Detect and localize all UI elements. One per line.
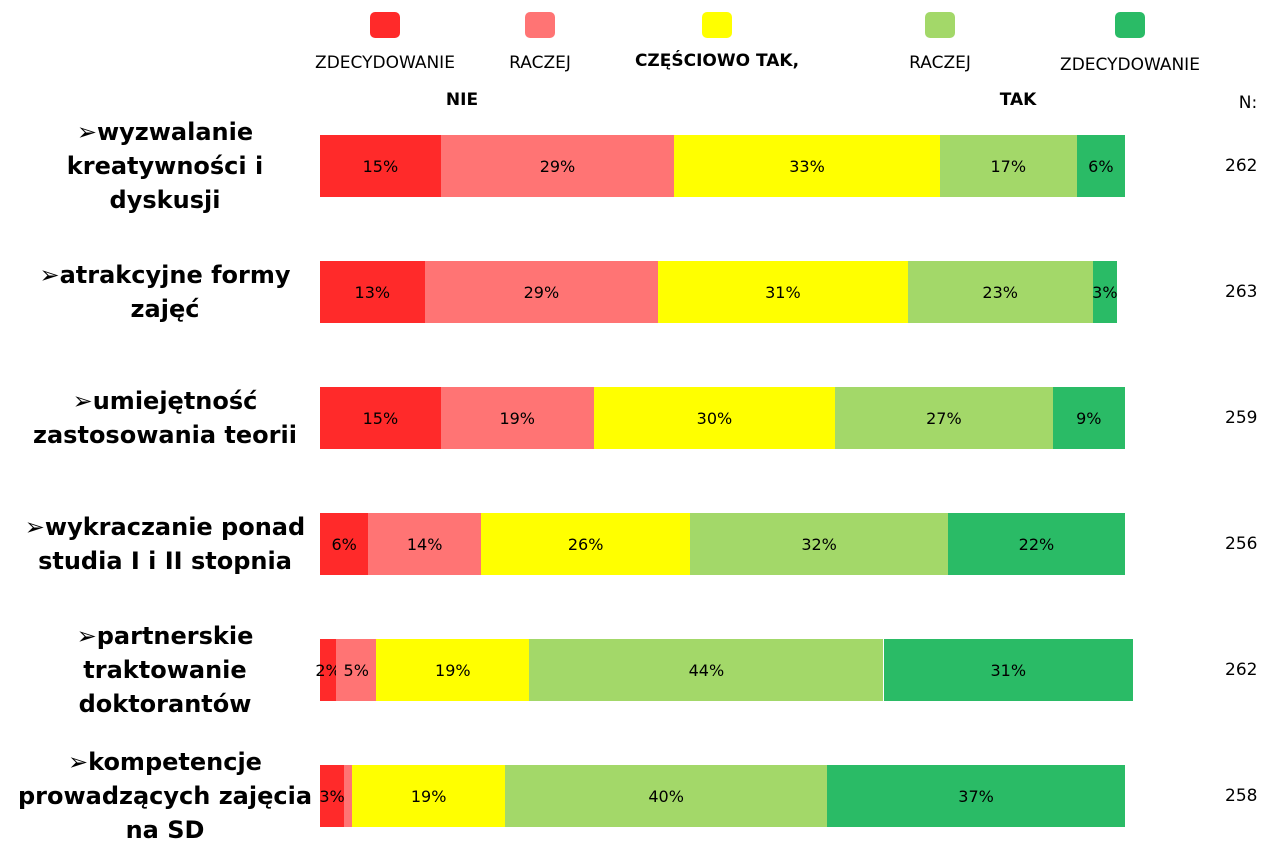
bar-segment: 40%	[505, 765, 828, 827]
bar-segment: 6%	[320, 513, 369, 575]
value-label: 30%	[696, 408, 733, 428]
bar-segment: 19%	[352, 765, 506, 827]
value-label: 14%	[406, 534, 443, 554]
value-label: 29%	[523, 282, 560, 302]
value-label: 26%	[567, 534, 604, 554]
value-label: 27%	[926, 408, 962, 428]
legend-label: CZĘŚCIOWO TAK,	[634, 51, 800, 71]
value-label: 44%	[688, 660, 725, 680]
value-label: 17%	[990, 156, 1027, 176]
bar-segment: 17%	[939, 135, 1077, 197]
bar-segment	[344, 765, 353, 827]
legend-note: NIE	[445, 90, 479, 110]
legend-swatch	[525, 12, 555, 38]
bar-segment: 37%	[827, 765, 1125, 827]
bar-segment: 5%	[336, 639, 377, 701]
value-label: 19%	[435, 660, 471, 680]
value-label: 5%	[343, 660, 369, 680]
category-label: wykraczanie ponad studia I i II stopnia	[10, 510, 320, 578]
bar-segment: 15%	[320, 387, 441, 449]
value-label: 31%	[765, 282, 801, 302]
category-label: atrakcyjne formy zajęć	[10, 258, 320, 326]
bar-segment: 30%	[593, 387, 836, 449]
n-value: 259	[1225, 408, 1258, 428]
value-label: 15%	[362, 408, 399, 428]
category-label: wyzwalanie kreatywności i dyskusji	[10, 115, 320, 217]
category-label: kompetencje prowadzących zajęcia na SD	[10, 745, 320, 847]
bar-segment: 32%	[690, 513, 948, 575]
value-label: 3%	[1092, 282, 1118, 302]
value-label: 33%	[789, 156, 825, 176]
bar-segment: 26%	[481, 513, 691, 575]
value-label: 6%	[331, 534, 357, 554]
bar-segment: 23%	[907, 261, 1093, 323]
n-value: 256	[1225, 534, 1258, 554]
value-label: 2%	[315, 660, 341, 680]
n-value: 263	[1225, 282, 1258, 302]
bar-segment: 31%	[883, 639, 1134, 701]
value-label: 37%	[958, 786, 994, 806]
bar-segment: 29%	[424, 261, 659, 323]
value-label: 29%	[539, 156, 576, 176]
legend-swatch	[370, 12, 400, 38]
bar-segment: 2%	[315, 639, 341, 701]
bar-segment: 13%	[320, 261, 425, 323]
bar-segment: 19%	[376, 639, 530, 701]
value-label: 9%	[1076, 408, 1102, 428]
legend-note: TAK	[999, 90, 1037, 110]
legend-swatch	[925, 12, 955, 38]
value-label: 31%	[990, 660, 1027, 680]
n-value: 258	[1225, 786, 1258, 806]
legend-label: RACZEJ	[909, 53, 971, 73]
legend-label: RACZEJ	[509, 53, 571, 73]
bar-segment: 22%	[947, 513, 1125, 575]
value-label: 22%	[1018, 534, 1055, 554]
bar-segment: 15%	[320, 135, 441, 197]
value-label: 15%	[362, 156, 399, 176]
bar-segment: 33%	[674, 135, 940, 197]
value-label: 40%	[648, 786, 684, 806]
value-label: 13%	[354, 282, 391, 302]
bar-segment: 19%	[440, 387, 594, 449]
bar-segment: 3%	[1092, 261, 1118, 323]
legend-label: ZDECYDOWANIE	[1060, 55, 1200, 75]
n-header: N:	[1238, 93, 1258, 113]
legend-swatch	[1115, 12, 1145, 38]
bar-segment: 29%	[440, 135, 675, 197]
bar-segment: 9%	[1052, 387, 1125, 449]
category-label: partnerskie traktowanie doktorantów	[10, 619, 320, 721]
category-label: umiejętność zastosowania teorii	[10, 384, 320, 452]
legend-label: ZDECYDOWANIE	[315, 53, 455, 73]
bar-segment: 6%	[1076, 135, 1125, 197]
bar-segment: 31%	[658, 261, 908, 323]
value-label: 3%	[319, 786, 345, 806]
bar-segment: 27%	[835, 387, 1053, 449]
bar-segment: 3%	[319, 765, 345, 827]
value-label: 6%	[1088, 156, 1114, 176]
value-label: 23%	[982, 282, 1018, 302]
legend-swatch	[702, 12, 732, 38]
bar-segment: 44%	[529, 639, 884, 701]
value-label: 19%	[410, 786, 447, 806]
value-label: 19%	[499, 408, 535, 428]
value-label: 32%	[801, 534, 837, 554]
n-value: 262	[1225, 660, 1258, 680]
n-value: 262	[1225, 156, 1258, 176]
bar-segment: 14%	[368, 513, 481, 575]
